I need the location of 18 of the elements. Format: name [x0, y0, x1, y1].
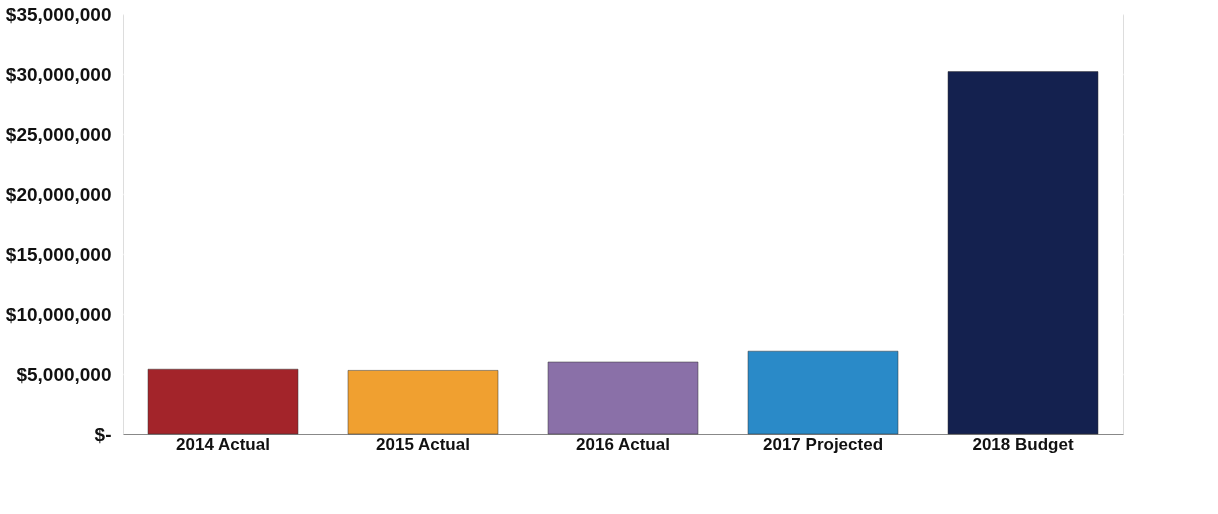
- x-tick-label: 2016 Actual: [576, 434, 670, 454]
- x-tick-label: 2015 Actual: [376, 434, 470, 454]
- y-tick-label: $20,000,000: [5, 183, 112, 205]
- y-tick-label: $5,000,000: [16, 363, 112, 385]
- x-tick-label: 2017 Projected: [762, 434, 884, 454]
- y-tick-label: $30,000,000: [5, 63, 112, 85]
- y-tick-label: $10,000,000: [5, 303, 112, 325]
- y-tick-label: $-: [94, 423, 112, 445]
- bar: [147, 368, 299, 435]
- bar: [547, 361, 699, 435]
- x-tick-label: 2018 Budget: [972, 434, 1074, 454]
- bar: [347, 370, 499, 435]
- y-tick-label: $25,000,000: [5, 123, 112, 145]
- y-tick-label: $15,000,000: [5, 243, 112, 265]
- x-tick-label: 2014 Actual: [176, 434, 270, 454]
- bar: [747, 350, 899, 435]
- y-tick-label: $35,000,000: [5, 3, 112, 25]
- bar: [947, 71, 1099, 435]
